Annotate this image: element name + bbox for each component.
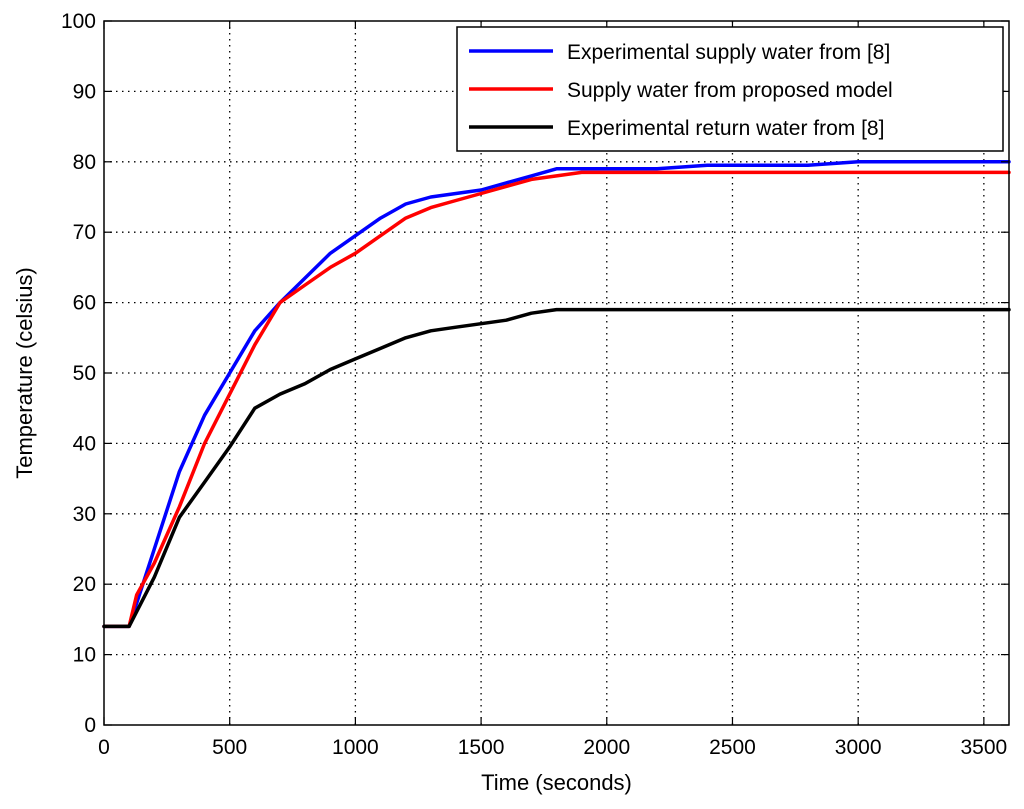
tick-labels: 0 500 1000 1500 2000 2500 3000 3500 0 10 20 30 40 50 6…	[61, 10, 1007, 759]
y-tick-label: 20	[73, 573, 96, 596]
x-tick-label: 3000	[835, 736, 882, 759]
y-axis-label: Temperature (celsius)	[12, 267, 37, 479]
x-tick-label: 2500	[709, 736, 756, 759]
x-tick-label: 1000	[332, 736, 379, 759]
x-tick-label: 500	[212, 736, 247, 759]
series-line-1	[102, 170, 1011, 629]
x-tick-label: 3500	[961, 736, 1008, 759]
tick-marks	[103, 20, 1009, 726]
data-series	[102, 160, 1011, 629]
legend-label-proposed-model: Supply water from proposed model	[567, 79, 893, 102]
x-tick-label: 1500	[458, 736, 505, 759]
y-tick-label: 50	[73, 362, 96, 385]
y-tick-label: 60	[73, 292, 96, 315]
grid-lines	[104, 21, 1009, 725]
x-axis-label: Time (seconds)	[481, 770, 632, 795]
legend: Experimental supply water from [8] Suppl…	[456, 26, 1004, 152]
y-tick-label: 10	[73, 644, 96, 667]
y-tick-label: 0	[84, 714, 96, 737]
y-tick-label: 40	[73, 432, 96, 455]
series-line-0	[102, 160, 1011, 629]
x-tick-label: 2000	[583, 736, 630, 759]
series-line-2	[102, 307, 1011, 629]
y-tick-label: 100	[61, 10, 96, 33]
legend-label-experimental-supply: Experimental supply water from [8]	[567, 41, 890, 64]
legend-label-experimental-return: Experimental return water from [8]	[567, 117, 884, 140]
y-tick-label: 80	[73, 151, 96, 174]
x-tick-label: 0	[98, 736, 110, 759]
y-tick-label: 90	[73, 80, 96, 103]
y-tick-label: 30	[73, 503, 96, 526]
y-tick-label: 70	[73, 221, 96, 244]
